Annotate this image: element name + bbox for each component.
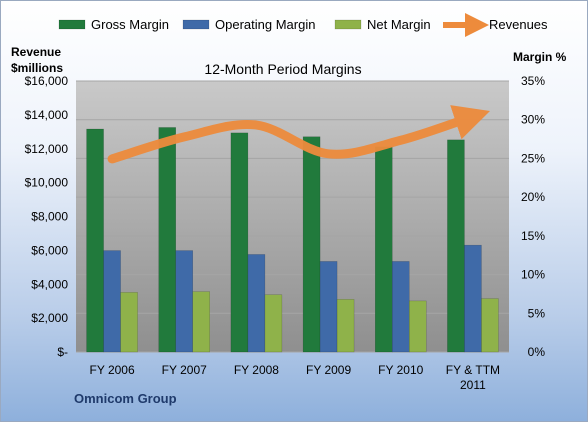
left-axis-title-line2: $millions xyxy=(11,61,63,75)
x-tick-label: FY & TTM xyxy=(446,363,500,377)
bar-operating-margin xyxy=(247,254,266,353)
left-tick-label: $- xyxy=(57,345,68,359)
bar-net-margin xyxy=(481,298,499,353)
right-axis: 0% 5% 10% 15% 20% 25% 30% 35% xyxy=(521,74,545,359)
bar-gross-margin xyxy=(375,146,393,353)
x-tick-label: 2011 xyxy=(460,378,486,392)
left-tick-label: $16,000 xyxy=(25,74,69,88)
bar-gross-margin xyxy=(447,139,465,353)
bar-net-margin xyxy=(409,300,427,353)
bar-operating-margin xyxy=(392,261,410,353)
chart-title: 12-Month Period Margins xyxy=(204,61,361,77)
bar-gross-margin xyxy=(158,127,176,353)
right-tick-label: 30% xyxy=(521,113,545,127)
bar-net-margin xyxy=(120,292,138,353)
plot-area xyxy=(76,81,509,352)
x-axis: FY 2006 FY 2007 FY 2008 FY 2009 FY 2010 FY & … xyxy=(90,363,501,392)
right-tick-label: 35% xyxy=(521,74,545,88)
bar-gross-margin xyxy=(86,128,104,353)
revenue-line xyxy=(107,105,491,164)
left-tick-label: $12,000 xyxy=(25,142,69,156)
x-tick-label: FY 2010 xyxy=(378,363,423,377)
left-tick-label: $4,000 xyxy=(31,277,68,291)
company-name: Omnicom Group xyxy=(74,391,177,406)
left-tick-label: $8,000 xyxy=(31,210,68,224)
right-tick-label: 10% xyxy=(521,268,545,282)
left-tick-label: $10,000 xyxy=(25,176,69,190)
right-tick-label: 5% xyxy=(528,306,546,320)
gridlines xyxy=(76,80,509,353)
bar-operating-margin xyxy=(319,261,338,353)
legend-label: Revenues xyxy=(489,17,548,32)
bar-net-margin xyxy=(192,291,210,353)
left-axis-title-line1: Revenue xyxy=(11,45,61,59)
x-tick-label: FY 2008 xyxy=(234,363,279,377)
legend-label: Operating Margin xyxy=(215,17,315,32)
right-tick-label: 0% xyxy=(528,345,546,359)
legend-swatch xyxy=(58,19,86,30)
bar-operating-margin xyxy=(464,244,482,353)
x-tick-label: FY 2006 xyxy=(90,363,135,377)
bar-net-margin xyxy=(264,294,283,353)
legend-swatch xyxy=(182,19,210,30)
right-axis-title: Margin % xyxy=(513,50,567,64)
bars xyxy=(86,127,499,353)
left-tick-label: $14,000 xyxy=(25,108,69,122)
left-tick-label: $6,000 xyxy=(31,243,68,257)
legend: Gross Margin Operating Margin Net Margin Re… xyxy=(58,13,548,37)
x-tick-label: FY 2009 xyxy=(306,363,351,377)
bar-operating-margin xyxy=(175,250,193,353)
bar-gross-margin xyxy=(302,136,321,353)
revenue-series xyxy=(107,105,491,164)
right-tick-label: 25% xyxy=(521,151,545,165)
legend-label: Gross Margin xyxy=(91,17,169,32)
right-tick-label: 15% xyxy=(521,229,545,243)
bar-gross-margin xyxy=(230,132,249,353)
bar-net-margin xyxy=(336,299,355,353)
right-tick-label: 20% xyxy=(521,190,545,204)
legend-label: Net Margin xyxy=(367,17,431,32)
x-tick-label: FY 2007 xyxy=(162,363,207,377)
legend-swatch xyxy=(334,19,362,30)
bar-operating-margin xyxy=(103,250,121,353)
left-tick-label: $2,000 xyxy=(31,311,68,325)
left-axis: $- $2,000 $4,000 $6,000 $8,000 $10,000 $12,000… xyxy=(25,74,69,359)
